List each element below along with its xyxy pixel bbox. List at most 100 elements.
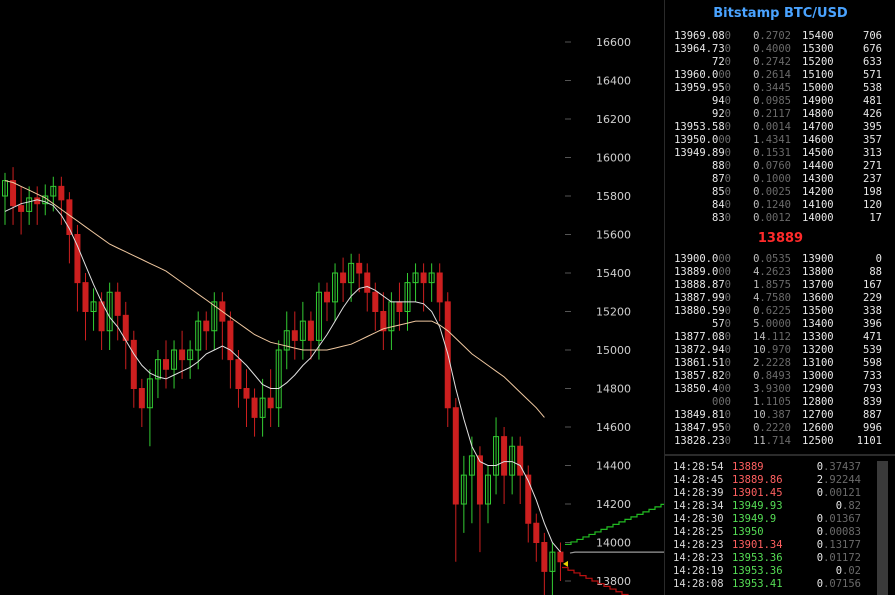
price: 13849.810 bbox=[673, 409, 731, 422]
price: 13959.950 bbox=[673, 82, 731, 95]
candle-body bbox=[476, 455, 483, 505]
y-axis: 16600 16400 16200 16000 15800 15600 15400 15200… bbox=[565, 36, 631, 588]
count: 538 bbox=[863, 82, 882, 94]
amount: 2.2228 bbox=[737, 357, 791, 370]
amount: 3.9300 bbox=[737, 383, 791, 396]
amount-lead: 0 bbox=[816, 513, 824, 525]
moving-averages-layer bbox=[4, 180, 561, 553]
count: 887 bbox=[863, 409, 882, 421]
divider bbox=[665, 454, 895, 456]
amount-lead: 4 bbox=[753, 266, 760, 278]
amount-lead: 10 bbox=[753, 409, 766, 421]
level: 13800 bbox=[802, 266, 834, 278]
amount-lead: 4 bbox=[753, 292, 760, 304]
amount-frac: .4341 bbox=[759, 134, 791, 146]
amount-frac: .8575 bbox=[759, 279, 791, 291]
level: 14000 bbox=[802, 212, 834, 224]
candle-body bbox=[50, 185, 57, 197]
trade-time: 14:28:25 bbox=[673, 526, 724, 538]
bid-row: 13828.230 11.714 12500 1101 bbox=[665, 435, 895, 448]
count: 395 bbox=[863, 121, 882, 133]
amount-lead: 0 bbox=[753, 370, 760, 382]
price: 13877.080 bbox=[673, 331, 731, 344]
ask-row: 830 0.0012 14000 17 bbox=[665, 212, 895, 225]
amount-lead: 0 bbox=[816, 552, 824, 564]
candle-body bbox=[227, 320, 234, 361]
count: 271 bbox=[863, 160, 882, 172]
amount-frac: .8493 bbox=[759, 370, 791, 382]
level: 13200 bbox=[802, 344, 834, 356]
price-dim: 0 bbox=[724, 292, 731, 304]
bid-row: 13850.400 3.9300 12900 793 bbox=[665, 383, 895, 396]
price-dim: 0 bbox=[724, 56, 731, 68]
amount-frac: .07156 bbox=[823, 578, 861, 590]
price-value: 13900.0 bbox=[674, 253, 719, 265]
tick-label: 14600 bbox=[596, 421, 631, 434]
price-value: 87 bbox=[712, 173, 725, 185]
price-value: 13889.0 bbox=[674, 266, 719, 278]
level: 13100 bbox=[802, 357, 834, 369]
trades-scrollbar[interactable] bbox=[877, 461, 888, 595]
count: 426 bbox=[863, 108, 882, 120]
ask-row: 840 0.1240 14100 120 bbox=[665, 199, 895, 212]
amount-frac: .02 bbox=[842, 565, 861, 577]
price-value: 13887.99 bbox=[674, 292, 725, 304]
amount: 0.0025 bbox=[737, 186, 791, 199]
candle-body bbox=[18, 205, 25, 212]
trade-amount: 0.00121 bbox=[815, 487, 861, 500]
ask-row: 13950.000 1.4341 14600 357 bbox=[665, 134, 895, 147]
candle-body bbox=[436, 272, 443, 303]
candle-body bbox=[283, 330, 290, 351]
trade-time: 14:28:23 bbox=[673, 539, 724, 551]
level: 15300 bbox=[802, 43, 834, 55]
amount-frac: .00121 bbox=[823, 487, 861, 499]
price-value: 13880.59 bbox=[674, 305, 725, 317]
level: 14700 bbox=[802, 121, 834, 133]
level: 13700 bbox=[802, 279, 834, 291]
candlestick-chart-svg[interactable]: 16600 16400 16200 16000 15800 15600 15400 15200… bbox=[0, 0, 664, 595]
level: 15200 bbox=[802, 56, 834, 68]
candle-body bbox=[74, 234, 81, 284]
price-dim: 0 bbox=[724, 357, 731, 369]
amount: 0.0985 bbox=[737, 95, 791, 108]
amount-lead: 1 bbox=[753, 134, 760, 146]
amount: 0.0014 bbox=[737, 121, 791, 134]
count: 481 bbox=[863, 95, 882, 107]
bid-row: 000 1.1105 12800 839 bbox=[665, 396, 895, 409]
amount: 1.1105 bbox=[737, 396, 791, 409]
ask-row: 720 0.2742 15200 633 bbox=[665, 56, 895, 69]
amount-lead: 14 bbox=[753, 331, 766, 343]
price-value: 13959.95 bbox=[674, 82, 725, 94]
amount-frac: .92244 bbox=[823, 474, 861, 486]
amount: 0.0012 bbox=[737, 212, 791, 225]
last-price: 13889 bbox=[757, 231, 804, 246]
amount-lead: 0 bbox=[753, 69, 760, 81]
amount-lead: 0 bbox=[753, 305, 760, 317]
level: 12500 bbox=[802, 435, 834, 447]
amount-frac: .0012 bbox=[759, 212, 791, 224]
tick-label: 15600 bbox=[596, 229, 631, 242]
amount-frac: .1105 bbox=[759, 396, 791, 408]
level: 13300 bbox=[802, 331, 834, 343]
candle-body bbox=[211, 301, 218, 332]
amount: 0.1000 bbox=[737, 173, 791, 186]
price: 13960.000 bbox=[673, 69, 731, 82]
price: 13888.870 bbox=[673, 279, 731, 292]
price-value: 13847.95 bbox=[674, 422, 725, 434]
price-value: 13828.23 bbox=[674, 435, 725, 447]
price: 720 bbox=[673, 56, 731, 69]
price-value: 85 bbox=[712, 186, 725, 198]
candle-body bbox=[195, 320, 202, 351]
amount: 0.4000 bbox=[737, 43, 791, 56]
price-dim: 0 bbox=[724, 160, 731, 172]
candle-body bbox=[541, 542, 548, 572]
candle-body bbox=[428, 272, 435, 284]
amount-frac: .82 bbox=[842, 500, 861, 512]
price-chart[interactable]: 16600 16400 16200 16000 15800 15600 15400 15200… bbox=[0, 0, 664, 595]
candle-body bbox=[82, 282, 89, 312]
candle-body bbox=[517, 445, 524, 476]
tick-label: 14800 bbox=[596, 383, 631, 396]
candle-body bbox=[468, 455, 475, 476]
amount-frac: .6225 bbox=[759, 305, 791, 317]
price-value: 13861.51 bbox=[674, 357, 725, 369]
